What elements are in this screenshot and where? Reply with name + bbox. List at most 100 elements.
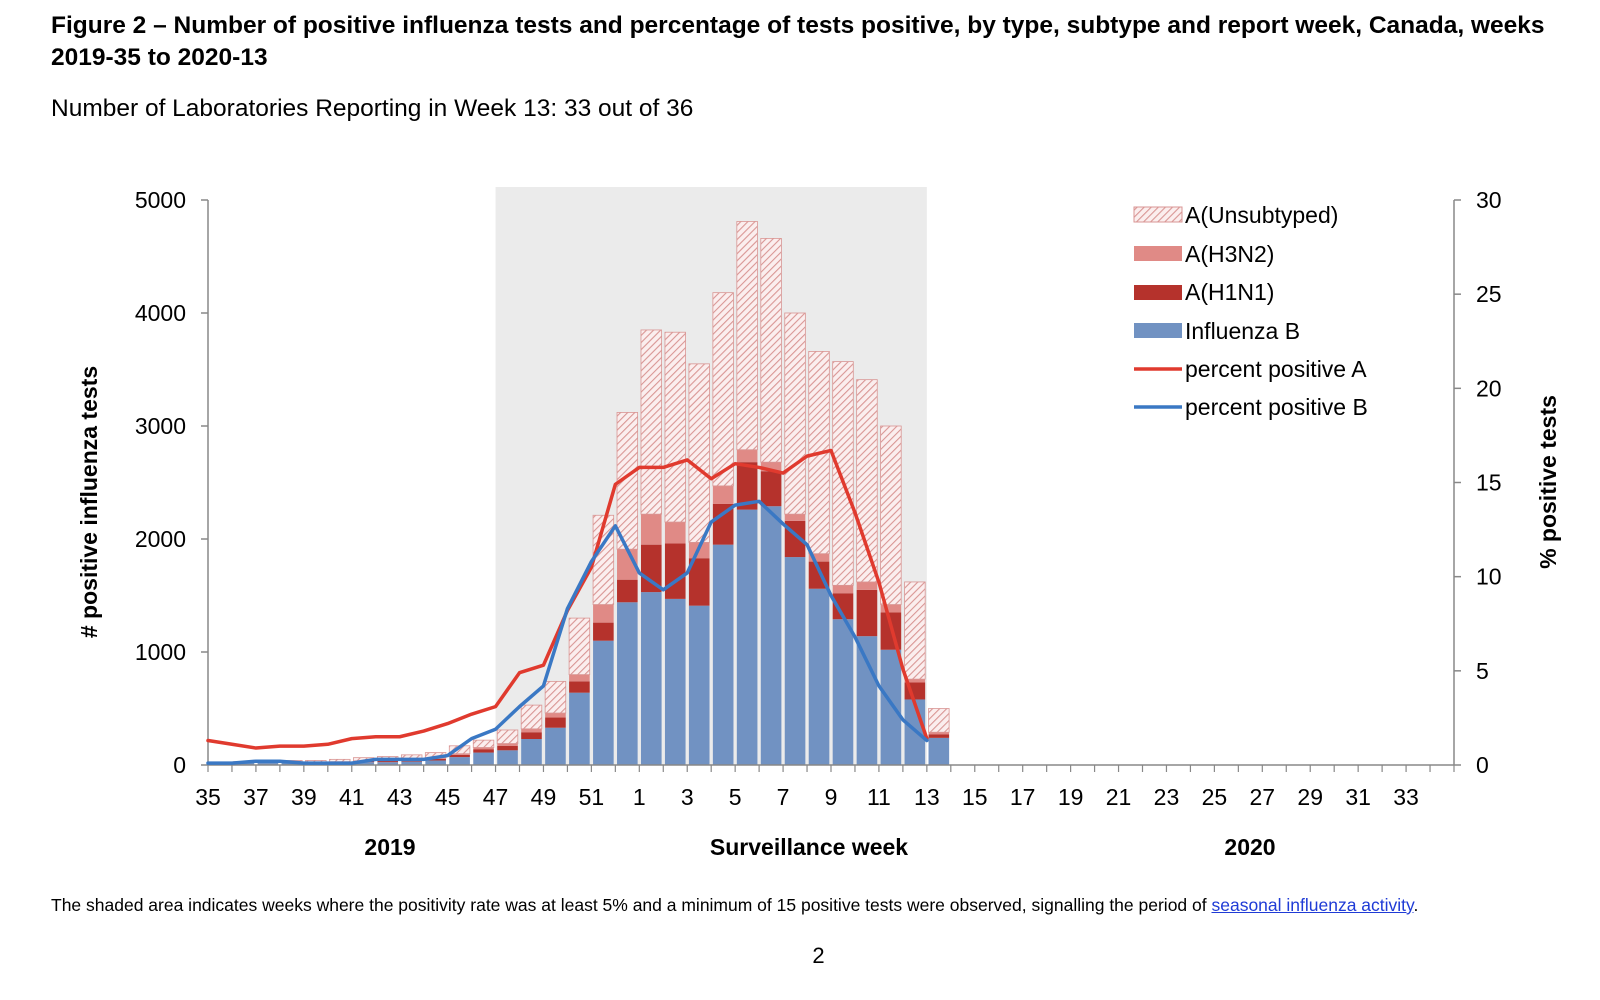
y-tick-label-0: 0 [173, 752, 186, 778]
bar-influenza-b-week-6 [760, 506, 782, 765]
bar-a-unsubtyped-week-2 [664, 331, 686, 523]
bar-influenza-b-week-10 [856, 636, 878, 765]
lines-group [206, 448, 929, 765]
bar-a-h3n2-week-2 [664, 522, 686, 544]
x-tick-label-49: 49 [531, 784, 557, 810]
bar-a-h3n2-week-4 [712, 485, 734, 504]
legend-item-percent-positive-b: percent positive B [1134, 394, 1368, 420]
bar-influenza-b-week-2 [664, 598, 686, 765]
bar-a-unsubtyped-week-9 [832, 361, 854, 586]
year-label-2019: 2019 [364, 834, 415, 860]
y-tick-label-3000: 3000 [135, 413, 186, 439]
bar-a-h3n2-week-51 [593, 604, 614, 623]
x-tick-label-45: 45 [435, 784, 461, 810]
bar-influenza-b-week-5 [736, 509, 758, 765]
bar-a-h1n1-week-6 [760, 471, 782, 507]
x-tick-label-1: 1 [633, 784, 646, 810]
bar-a-h3n2-week-49 [545, 713, 566, 718]
legend-item-percent-positive-a: percent positive A [1134, 356, 1367, 382]
x-tick-label-5: 5 [729, 784, 742, 810]
bar-a-h1n1-week-5 [736, 462, 758, 510]
bar-influenza-b-week-48 [521, 739, 542, 765]
legend-label-percent-positive-a: percent positive A [1185, 356, 1367, 382]
bar-influenza-b-week-47 [497, 750, 518, 765]
bar-a-h1n1-week-45 [449, 754, 470, 758]
bar-influenza-b-week-50 [569, 692, 590, 765]
bar-influenza-b-week-4 [712, 544, 734, 765]
y-tick-label-4000: 4000 [135, 300, 186, 326]
bar-a-h3n2-week-50 [569, 674, 590, 682]
y2-axis-label: % positive tests [1535, 395, 1561, 569]
x-tick-label-9: 9 [825, 784, 838, 810]
bar-a-unsubtyped-week-11 [880, 425, 902, 605]
x-tick-label-21: 21 [1106, 784, 1132, 810]
bar-influenza-b-week-13 [928, 737, 950, 765]
bar-influenza-b-week-51 [593, 640, 614, 765]
bar-a-unsubtyped-week-50 [568, 617, 591, 675]
y2-tick-label-0: 0 [1476, 752, 1489, 778]
bar-influenza-b-week-11 [880, 649, 902, 765]
bar-a-h3n2-week-13 [928, 732, 950, 735]
bar-a-h1n1-week-13 [928, 734, 950, 738]
bar-a-h1n1-week-42 [377, 761, 399, 763]
legend-item-a-h3n2: A(H3N2) [1134, 241, 1274, 267]
x-tick-label-11: 11 [867, 784, 891, 810]
bar-a-unsubtyped-week-7 [784, 312, 806, 515]
bar-a-h3n2-week-48 [521, 728, 542, 733]
legend-item-a-unsubtyped: A(Unsubtyped) [1133, 202, 1338, 228]
bar-a-unsubtyped-week-1 [640, 329, 662, 515]
bar-a-h3n2-week-6 [760, 462, 782, 472]
x-tick-label-25: 25 [1202, 784, 1228, 810]
bar-a-unsubtyped-week-48 [520, 704, 543, 730]
legend: A(Unsubtyped) A(H3N2) A(H1N1) Influenza … [1133, 202, 1368, 420]
bar-influenza-b-week-42 [377, 762, 399, 765]
year-label-2020: 2020 [1224, 834, 1275, 860]
bar-a-h1n1-week-1 [640, 544, 662, 593]
bar-influenza-b-week-49 [545, 727, 566, 765]
bar-influenza-b-week-3 [688, 605, 710, 765]
bar-a-unsubtyped-week-3 [688, 363, 710, 543]
bar-influenza-b-week-43 [401, 761, 422, 765]
x-tick-label-15: 15 [962, 784, 988, 810]
bar-a-h3n2-week-11 [880, 604, 902, 613]
bar-a-h1n1-week-9 [832, 593, 854, 620]
legend-label-percent-positive-b: percent positive B [1185, 394, 1368, 420]
x-tick-label-31: 31 [1345, 784, 1371, 810]
bar-a-h3n2-week-45 [449, 753, 470, 755]
legend-item-a-h1n1: A(H1N1) [1134, 279, 1274, 305]
footnote: The shaded area indicates weeks where th… [51, 893, 1591, 917]
bar-influenza-b-week-41 [353, 762, 375, 765]
bar-influenza-b-week-1 [640, 592, 662, 765]
bar-a-h3n2-week-47 [497, 743, 518, 746]
bar-influenza-b-week-8 [808, 588, 830, 765]
bar-influenza-b-week-46 [473, 752, 494, 765]
bar-influenza-b-week-7 [784, 557, 806, 765]
seasonal-activity-shade [495, 187, 927, 765]
x-tick-label-41: 41 [339, 784, 365, 810]
bar-a-h1n1-week-48 [521, 732, 542, 740]
line-percent-positive-b [206, 499, 929, 765]
y-tick-label-1000: 1000 [135, 639, 186, 665]
bar-a-h3n2-week-5 [736, 449, 758, 463]
x-tick-label-13: 13 [914, 784, 940, 810]
y-tick-label-5000: 5000 [135, 187, 186, 213]
legend-label-a-h1n1: A(H1N1) [1185, 279, 1274, 305]
bar-a-h1n1-week-10 [856, 589, 878, 637]
bar-a-unsubtyped-week-49 [544, 680, 567, 714]
bars-group [209, 221, 950, 765]
bar-a-h3n2-week-8 [808, 553, 830, 562]
x-tick-label-39: 39 [291, 784, 317, 810]
bar-a-unsubtyped-week-40 [329, 758, 351, 763]
bar-a-unsubtyped-week-5 [736, 221, 758, 451]
bar-a-h1n1-week-50 [569, 681, 590, 693]
y-axis-label: # positive influenza tests [76, 366, 102, 638]
seasonal-activity-link[interactable]: seasonal influenza activity [1211, 895, 1414, 915]
legend-item-influenza-b: Influenza B [1134, 318, 1300, 344]
y-tick-label-2000: 2000 [135, 526, 186, 552]
y2-tick-label-5: 5 [1476, 658, 1489, 684]
bar-a-h3n2-week-12 [904, 679, 926, 683]
bar-a-h3n2-week-10 [856, 581, 878, 590]
bar-a-h1n1-week-49 [545, 717, 566, 728]
